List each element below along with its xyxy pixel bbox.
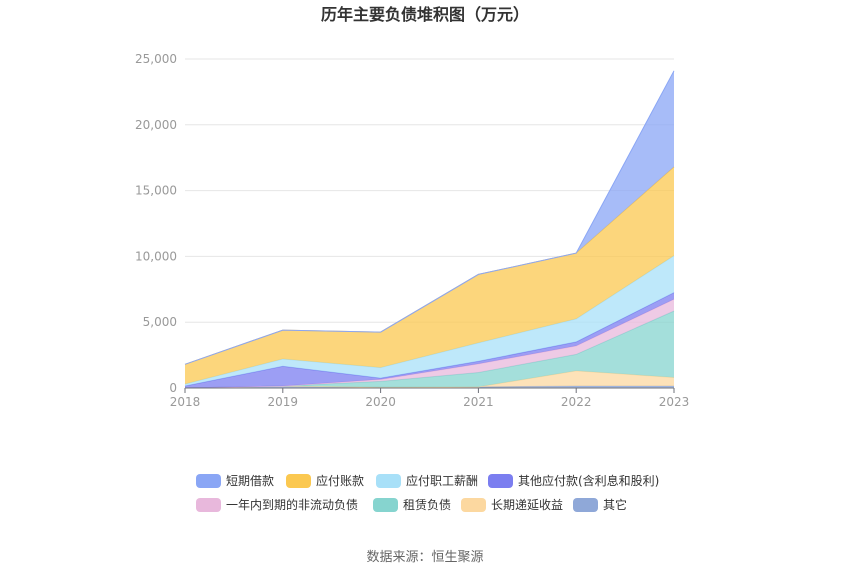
legend-swatch [373, 498, 398, 512]
legend-item[interactable]: 应付账款 [286, 473, 364, 488]
axes: 0 5,000 10,000 15,000 20,000 25,000 2018 2019 20… [135, 52, 689, 409]
legend-item[interactable]: 其他应付款(含利息和股利) [488, 473, 659, 488]
legend-swatch [461, 498, 486, 512]
legend-label: 租赁负债 [403, 498, 451, 512]
legend-swatch [573, 498, 598, 512]
legend-swatch [196, 498, 221, 512]
y-tick-label: 5,000 [143, 315, 177, 329]
legend-label: 短期借款 [226, 474, 274, 488]
legend-label: 应付职工薪酬 [406, 473, 478, 488]
area-line-短期借款 [184, 70, 675, 365]
chart-title: 历年主要负债堆积图（万元） [321, 5, 529, 24]
y-tick-label: 15,000 [135, 184, 177, 198]
x-tick-label: 2019 [268, 395, 299, 409]
legend-item[interactable]: 应付职工薪酬 [376, 473, 478, 488]
legend-label: 长期递延收益 [491, 498, 563, 512]
area-series-应付账款 [185, 166, 674, 385]
legend-item[interactable]: 短期借款 [196, 474, 274, 488]
legend-swatch [196, 474, 221, 488]
legend-label: 其它 [603, 497, 627, 512]
area-series [184, 70, 675, 389]
y-tick-label: 20,000 [135, 118, 177, 132]
x-tick-label: 2020 [365, 395, 396, 409]
y-tick-label: 10,000 [135, 249, 177, 263]
x-tick-label: 2022 [561, 395, 592, 409]
x-tick-label: 2023 [659, 395, 690, 409]
legend-item[interactable]: 长期递延收益 [461, 498, 563, 512]
area-series-应付职工薪酬 [185, 255, 674, 386]
legend-label: 应付账款 [316, 473, 364, 488]
legend-item[interactable]: 一年内到期的非流动负债 [196, 497, 358, 512]
legend-swatch [488, 474, 513, 488]
legend-item[interactable]: 租赁负债 [373, 498, 451, 512]
legend-swatch [286, 474, 311, 488]
legend: 短期借款 应付账款 应付职工薪酬 其他应付款(含利息和股利) 一年内到期的非流动负债 租赁… [196, 473, 659, 512]
x-tick-label: 2021 [463, 395, 494, 409]
area-series-租赁负债 [185, 311, 674, 388]
legend-swatch [376, 474, 401, 488]
x-tick-label: 2018 [170, 395, 201, 409]
y-tick-label: 25,000 [135, 52, 177, 66]
legend-label: 一年内到期的非流动负债 [226, 497, 358, 512]
legend-item[interactable]: 其它 [573, 497, 627, 512]
source-text: 数据来源：恒生聚源 [366, 550, 483, 565]
area-series-其他应付款(含利息和股利) [185, 292, 674, 388]
legend-label: 其他应付款(含利息和股利) [518, 473, 659, 488]
y-tick-label: 0 [169, 381, 177, 395]
